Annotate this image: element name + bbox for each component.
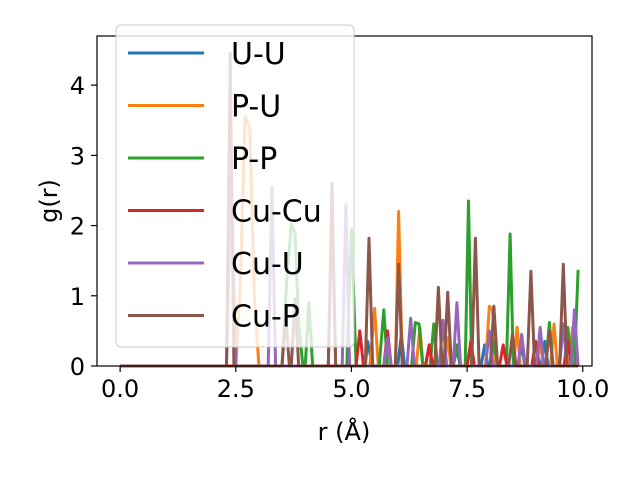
x-axis: 0.0 2.5 5.0 7.5 10.0 [101,366,609,403]
legend-label: U-U [231,37,286,72]
y-axis-label: g(r) [35,179,63,223]
legend: U-U P-U P-P Cu-Cu Cu-U Cu-P [115,24,355,348]
y-axis: 0 1 2 3 4 [70,72,97,381]
x-axis-label: r (Å) [318,417,371,446]
y-tick-label: 2 [70,213,85,241]
y-tick-label: 1 [70,283,85,311]
x-tick-label: 2.5 [217,375,255,403]
legend-label: Cu-U [231,247,304,282]
x-tick-label: 7.5 [448,375,486,403]
legend-label: P-P [231,142,277,177]
legend-label: Cu-P [231,300,300,335]
y-tick-label: 4 [70,72,85,100]
x-tick-label: 0.0 [101,375,139,403]
x-tick-label: 10.0 [556,375,609,403]
y-tick-label: 3 [70,142,85,170]
legend-label: Cu-Cu [231,195,322,230]
y-tick-label: 0 [70,353,85,381]
x-tick-label: 5.0 [332,375,370,403]
legend-label: P-U [231,90,281,125]
